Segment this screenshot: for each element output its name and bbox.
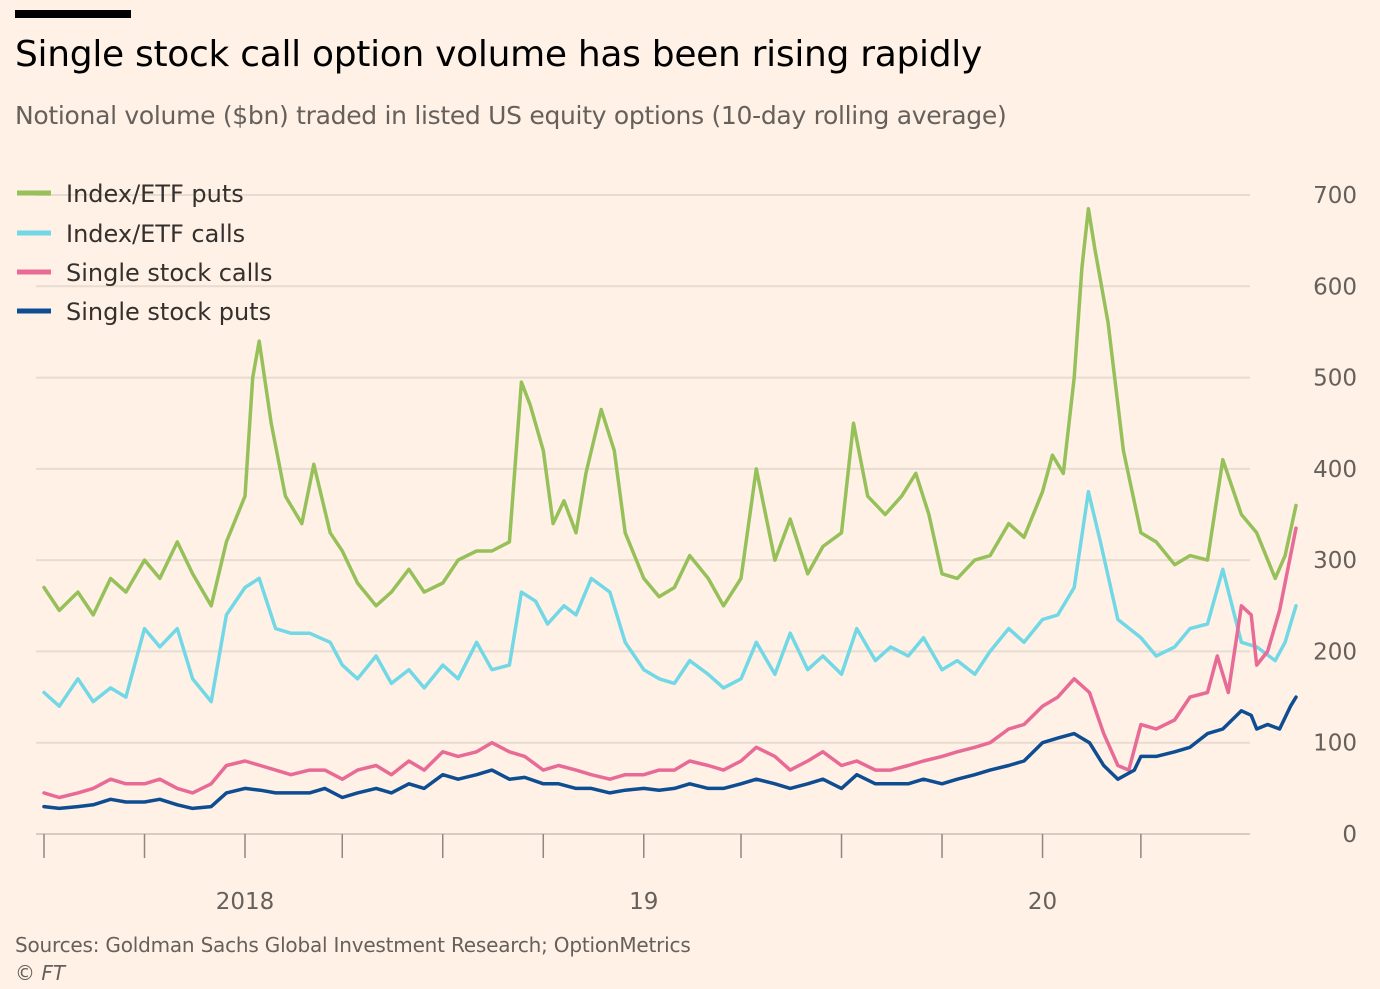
chart-subtitle: Notional volume ($bn) traded in listed U… bbox=[15, 101, 1007, 130]
legend-label: Single stock puts bbox=[66, 298, 271, 326]
legend: Index/ETF puts Index/ETF calls Single stoc… bbox=[17, 180, 272, 326]
y-tick-label: 500 bbox=[1313, 366, 1357, 392]
series-line-2 bbox=[42, 526, 1298, 800]
series-line-1 bbox=[42, 489, 1298, 708]
y-tick-label: 200 bbox=[1313, 639, 1357, 665]
series-lines bbox=[42, 206, 1298, 811]
x-tick-label: 19 bbox=[629, 889, 658, 915]
chart-title: Single stock call option volume has been… bbox=[15, 34, 983, 75]
x-tick-label: 2018 bbox=[216, 889, 275, 915]
legend-label: Index/ETF calls bbox=[66, 220, 245, 248]
x-tick-label: 20 bbox=[1028, 889, 1057, 915]
y-tick-label: 100 bbox=[1313, 731, 1357, 757]
y-tick-label: 400 bbox=[1313, 457, 1357, 483]
x-axis: 2018 19 20 bbox=[43, 834, 1142, 915]
y-tick-label: 700 bbox=[1313, 183, 1357, 209]
brand-bar bbox=[15, 10, 131, 18]
y-axis-ticks: 0 100 200 300 400 500 600 700 bbox=[1313, 183, 1357, 848]
source-note: Sources: Goldman Sachs Global Investment… bbox=[15, 933, 691, 957]
legend-label: Single stock calls bbox=[66, 259, 272, 287]
credit: © FT bbox=[15, 961, 66, 985]
series-line-3 bbox=[42, 695, 1298, 811]
series-line-0 bbox=[42, 206, 1298, 617]
legend-label: Index/ETF puts bbox=[66, 180, 244, 208]
y-tick-label: 600 bbox=[1313, 274, 1357, 300]
y-tick-label: 300 bbox=[1313, 548, 1357, 574]
y-tick-label: 0 bbox=[1342, 822, 1357, 848]
gridlines bbox=[36, 194, 1250, 835]
